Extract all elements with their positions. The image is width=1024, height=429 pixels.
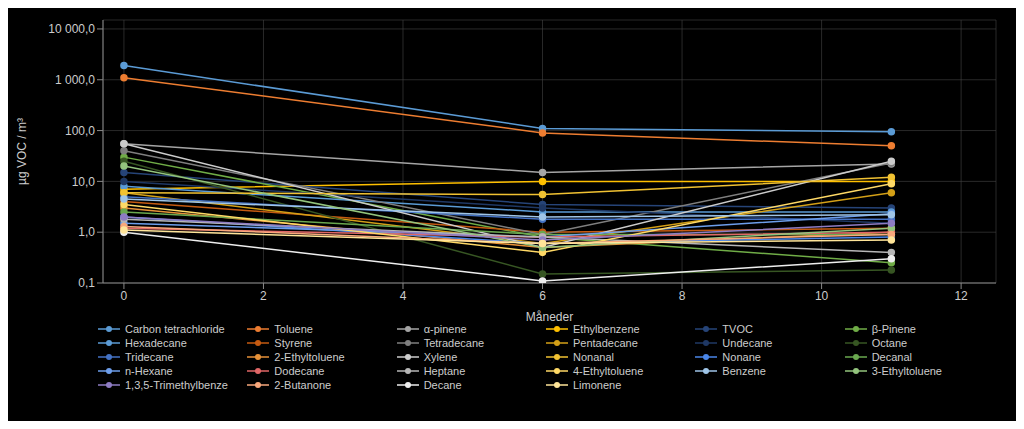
svg-text:10,0: 10,0 bbox=[72, 175, 96, 189]
svg-text:8: 8 bbox=[679, 289, 686, 303]
html-text:Dodecane: Dodecane bbox=[274, 365, 325, 377]
html-text:1,3,5-Trimethylbenze: 1,3,5-Trimethylbenze bbox=[125, 379, 228, 391]
svg-text:6: 6 bbox=[539, 289, 546, 303]
html-text:Benzene: Benzene bbox=[722, 365, 766, 377]
html-text:Heptane: Heptane bbox=[423, 365, 466, 377]
html-text:Styrene: Styrene bbox=[274, 337, 313, 349]
html-text:Nonane: Nonane bbox=[722, 351, 761, 363]
html-text:n-Hexane: n-Hexane bbox=[125, 365, 173, 377]
svg-text:100,0: 100,0 bbox=[65, 124, 95, 138]
html-text:Decane: Decane bbox=[423, 379, 462, 391]
svg-text:12: 12 bbox=[954, 289, 968, 303]
html-text:Octane: Octane bbox=[871, 337, 908, 349]
html-text:TVOC: TVOC bbox=[722, 323, 753, 335]
svg-text:0: 0 bbox=[121, 289, 128, 303]
html-text:Nonanal: Nonanal bbox=[573, 351, 614, 363]
svg-text:10: 10 bbox=[815, 289, 829, 303]
html-text:3-Ethyltoluene: 3-Ethyltoluene bbox=[871, 365, 942, 377]
html-text:Limonene: Limonene bbox=[573, 379, 622, 391]
svg-text:µg VOC / m³: µg VOC / m³ bbox=[15, 118, 29, 185]
svg-text:1,0: 1,0 bbox=[78, 225, 95, 239]
html-text:Undecane: Undecane bbox=[722, 337, 773, 349]
svg-text:Måneder: Måneder bbox=[526, 310, 573, 324]
html-text:Pentadecane: Pentadecane bbox=[573, 337, 638, 349]
html-text:Toluene: Toluene bbox=[274, 323, 313, 335]
svg-text:2: 2 bbox=[260, 289, 267, 303]
html-text:Tetradecane: Tetradecane bbox=[423, 337, 485, 349]
html-text:2-Ethyltoluene: 2-Ethyltoluene bbox=[274, 351, 345, 363]
html-text:Carbon tetrachloride: Carbon tetrachloride bbox=[125, 323, 225, 335]
html-text:α-pinene: α-pinene bbox=[423, 323, 467, 335]
html-text:Ethylbenzene: Ethylbenzene bbox=[573, 323, 640, 335]
svg-text:1 000,0: 1 000,0 bbox=[55, 73, 95, 87]
html-text:Tridecane: Tridecane bbox=[125, 351, 174, 363]
svg-text:10 000,0: 10 000,0 bbox=[48, 22, 95, 36]
html-text:2-Butanone: 2-Butanone bbox=[274, 379, 332, 391]
html-text:Xylene: Xylene bbox=[423, 351, 458, 363]
html-text:Hexadecane: Hexadecane bbox=[125, 337, 187, 349]
html-text:Decanal: Decanal bbox=[871, 351, 912, 363]
svg-text:0,1: 0,1 bbox=[78, 276, 95, 290]
html-text:β-Pinene: β-Pinene bbox=[871, 323, 916, 335]
html-text:4-Ethyltoluene: 4-Ethyltoluene bbox=[573, 365, 644, 377]
svg-text:4: 4 bbox=[400, 289, 407, 303]
